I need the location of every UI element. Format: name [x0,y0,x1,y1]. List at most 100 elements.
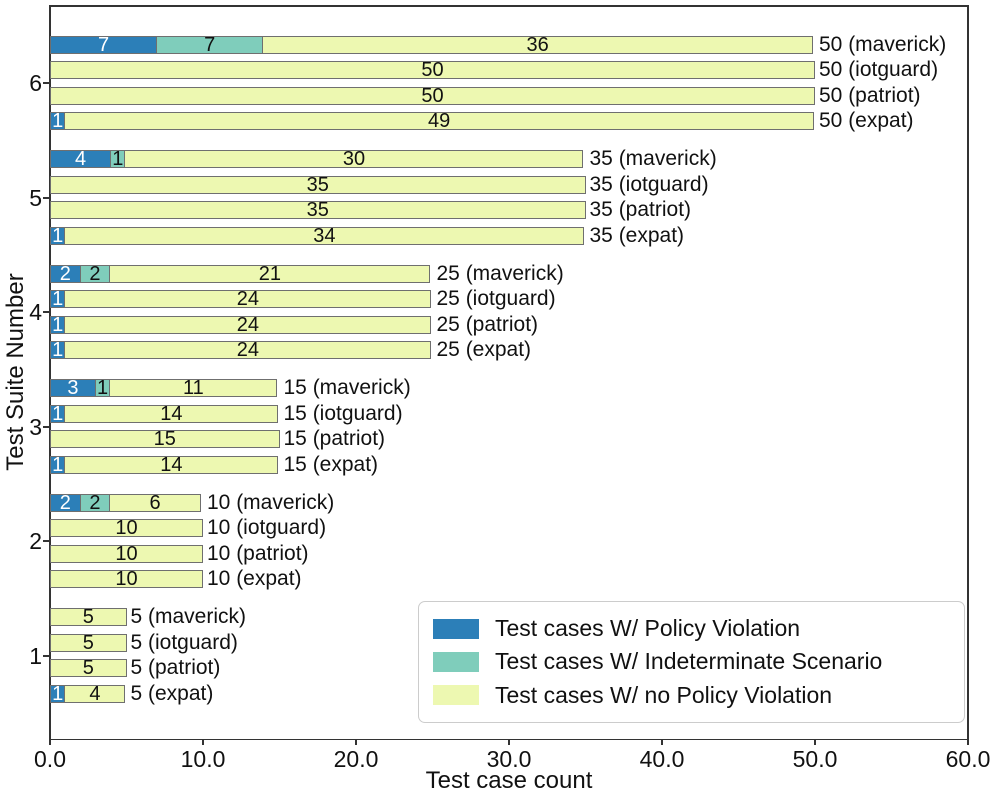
bar-segment-value: 2 [59,491,71,514]
x-tick-mark [508,740,510,745]
bar-segment-value: 15 [153,428,176,451]
bar-segment-test-cases-w-indeterminate-scenario: 2 [79,493,111,513]
bar-segment-value: 14 [160,402,183,425]
legend-item-label: Test cases W/ no Policy Violation [495,681,833,708]
bar-segment-value: 50 [421,84,444,107]
x-tick-label: 60.0 [945,746,991,772]
bar-segment-test-cases-w-no-policy-violation: 10 [50,568,203,591]
bar-segment-value: 10 [115,542,138,565]
bar-segment-test-cases-w-no-policy-violation: 30 [124,148,584,171]
bar-segment-test-cases-w-policy-violation: 3 [50,377,96,400]
x-tick-label: 40.0 [639,746,685,772]
bar-segment-value: 1 [52,339,64,362]
bar-total-label: 10 (patriot) [207,541,309,565]
bar-segment-value: 24 [236,339,260,362]
bar-1-patriot: 5 [50,657,127,680]
bar-total-label: 35 (iotguard) [589,172,709,196]
bar-segment-value: 5 [82,606,94,629]
bar-segment-test-cases-w-no-policy-violation: 36 [262,35,813,55]
bar-total-label: 25 (expat) [436,338,532,362]
bar-segment-value: 10 [115,568,138,591]
legend-swatch [433,651,479,672]
bar-5-expat: 1 34 [50,226,585,246]
bar-segment-value: 21 [258,262,281,285]
bar-segment-value: 1 [52,313,64,336]
bar-3-maverick: 3 1 11 [50,377,278,400]
x-tick-mark [661,740,663,745]
bar-segment-test-cases-w-policy-violation: 1 [50,288,66,311]
y-tick-label: 1 [29,642,42,669]
bar-total-label: 25 (iotguard) [436,287,556,311]
bar-segment-value: 30 [342,148,366,171]
bar-segment-value: 7 [97,33,110,56]
bar-segment-test-cases-w-policy-violation: 1 [50,455,66,475]
bar-segment-test-cases-w-policy-violation: 1 [50,402,66,425]
legend-item-label: Test cases W/ Policy Violation [495,615,801,642]
bar-segment-value: 5 [82,657,94,680]
bar-segment-test-cases-w-no-policy-violation: 50 [50,59,815,82]
y-tick-label: 5 [29,184,42,211]
bar-5-maverick: 4 1 30 [50,148,584,171]
y-tick-mark [43,425,50,428]
bar-segment-value: 1 [112,148,124,171]
bar-3-iotguard: 1 14 [50,402,279,425]
bar-4-patriot: 1 24 [50,313,432,336]
bar-segment-test-cases-w-indeterminate-scenario: 7 [156,33,264,56]
bar-segment-test-cases-w-no-policy-violation: 24 [64,339,432,362]
bar-segment-test-cases-w-no-policy-violation: 5 [50,631,127,654]
y-tick-label: 3 [29,413,42,440]
bar-segment-value: 1 [52,402,64,425]
bar-5-patriot: 35 [50,199,586,222]
bar-segment-test-cases-w-no-policy-violation: 14 [64,453,279,476]
bar-total-label: 50 (patriot) [819,83,921,107]
bar-segment-test-cases-w-no-policy-violation: 14 [64,402,279,425]
bar-segment-value: 3 [67,377,79,400]
bar-segment-test-cases-w-policy-violation: 1 [50,339,66,362]
bar-total-label: 15 (iotguard) [283,401,403,425]
x-tick-mark [355,740,357,745]
bar-segment-value: 14 [160,453,183,476]
bar-3-patriot: 15 [50,428,280,451]
bar-total-label: 50 (maverick) [819,32,947,56]
bar-2-expat: 10 [50,568,203,591]
bar-segment-test-cases-w-no-policy-violation: 34 [64,226,585,246]
bar-segment-test-cases-w-no-policy-violation: 49 [64,111,814,131]
y-tick-mark [43,654,50,657]
legend-item-label: Test cases W/ Indeterminate Scenario [495,648,883,675]
bar-6-patriot: 50 [50,84,815,107]
bar-segment-test-cases-w-no-policy-violation: 5 [50,606,127,629]
bar-segment-value: 35 [306,199,329,222]
bar-segment-value: 2 [59,262,71,285]
bar-segment-value: 50 [421,59,444,82]
y-tick-label: 2 [29,528,42,554]
y-tick-mark [43,196,50,199]
bar-segment-value: 24 [236,288,260,311]
bar-segment-test-cases-w-no-policy-violation: 11 [109,378,278,398]
bar-total-label: 35 (maverick) [589,147,717,171]
bar-segment-value: 4 [75,148,87,171]
bar-total-label: 5 (expat) [130,681,214,705]
bar-segment-value: 5 [82,631,94,654]
bar-segment-value: 1 [52,288,64,311]
bar-total-label: 15 (maverick) [283,376,411,400]
x-tick-label: 20.0 [333,746,379,772]
plot-spine-left [49,5,51,740]
plot-spine-right [967,5,969,740]
bar-total-label: 5 (iotguard) [130,630,238,654]
bar-segment-test-cases-w-no-policy-violation: 35 [50,199,586,222]
y-tick-mark [43,540,50,542]
bar-total-label: 15 (patriot) [283,427,386,451]
bar-segment-value: 7 [204,33,216,56]
bar-1-iotguard: 5 [50,631,127,654]
bar-4-expat: 1 24 [50,339,432,362]
x-tick-mark [202,740,204,745]
y-tick-label: 6 [29,70,42,96]
x-tick-label: 50.0 [792,746,838,772]
bar-segment-test-cases-w-no-policy-violation: 50 [50,84,815,107]
bar-total-label: 50 (expat) [819,109,914,133]
x-tick-mark [814,740,816,745]
bar-total-label: 10 (maverick) [207,490,335,514]
